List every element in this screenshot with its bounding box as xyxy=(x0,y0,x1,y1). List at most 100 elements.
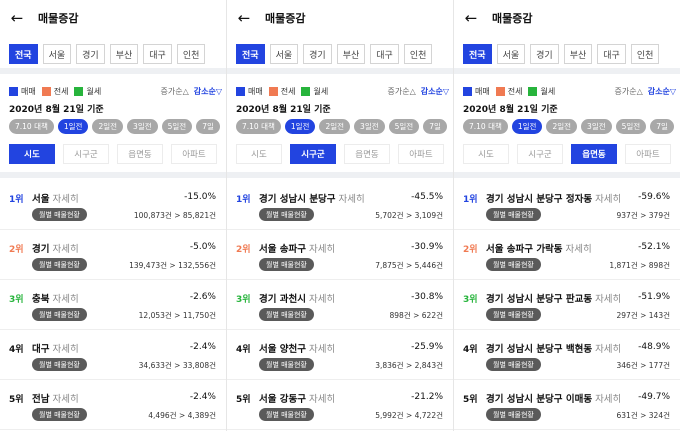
legend-item[interactable]: 전세 xyxy=(41,86,68,97)
period-chip[interactable]: 2일전 xyxy=(92,119,124,134)
sort-ascending-button[interactable]: 증가순△ xyxy=(614,86,643,96)
level-tab[interactable]: 아파트 xyxy=(171,144,217,164)
period-chip[interactable]: 1일전 xyxy=(57,119,89,134)
period-chip[interactable]: 7.10 대책 xyxy=(463,119,508,134)
region-tab[interactable]: 서울 xyxy=(496,44,526,64)
ranking-item[interactable]: 4위 서울 양천구 자세히 -25.9% 월별 매물현황 3,836건 > 2,843건 xyxy=(227,330,453,380)
detail-link[interactable]: 자세히 xyxy=(52,244,79,255)
back-arrow-icon[interactable]: ← xyxy=(237,9,251,27)
monthly-listing-button[interactable]: 월별 매물현황 xyxy=(32,308,87,321)
ranking-item[interactable]: 5위 서울 강동구 자세히 -21.2% 월별 매물현황 5,992건 > 4,722건 xyxy=(227,380,453,430)
region-tab[interactable]: 부산 xyxy=(336,44,366,64)
monthly-listing-button[interactable]: 월별 매물현황 xyxy=(486,208,541,221)
detail-link[interactable]: 자세히 xyxy=(309,244,336,255)
period-chip[interactable]: 5일전 xyxy=(161,119,193,134)
legend-item[interactable]: 전세 xyxy=(495,86,522,97)
level-tab[interactable]: 시도 xyxy=(463,144,509,164)
detail-link[interactable]: 자세히 xyxy=(52,394,79,405)
level-tab[interactable]: 읍면동 xyxy=(117,144,163,164)
region-tab[interactable]: 인천 xyxy=(176,44,206,64)
monthly-listing-button[interactable]: 월별 매물현황 xyxy=(486,358,541,371)
level-tab[interactable]: 시도 xyxy=(9,144,55,164)
legend-item[interactable]: 전세 xyxy=(268,86,295,97)
sort-descending-button[interactable]: 감소순▽ xyxy=(647,86,676,96)
monthly-listing-button[interactable]: 월별 매물현황 xyxy=(259,358,314,371)
region-tab[interactable]: 인천 xyxy=(630,44,660,64)
region-tab[interactable]: 경기 xyxy=(303,44,332,64)
monthly-listing-button[interactable]: 월별 매물현황 xyxy=(486,308,541,321)
ranking-item[interactable]: 3위 충북 자세히 -2.6% 월별 매물현황 12,053건 > 11,750건 xyxy=(0,280,226,330)
region-tab[interactable]: 경기 xyxy=(530,44,559,64)
level-tab[interactable]: 시구군 xyxy=(63,144,109,164)
sort-descending-button[interactable]: 감소순▽ xyxy=(193,86,222,96)
period-chip[interactable]: 1일전 xyxy=(284,119,316,134)
detail-link[interactable]: 자세히 xyxy=(338,194,365,205)
level-tab[interactable]: 시구군 xyxy=(290,144,336,164)
period-chip[interactable]: 7일 xyxy=(196,119,220,134)
ranking-item[interactable]: 5위 전남 자세히 -2.4% 월별 매물현황 4,496건 > 4,389건 xyxy=(0,380,226,430)
period-chip[interactable]: 1일전 xyxy=(511,119,543,134)
ranking-item[interactable]: 2위 경기 자세히 -5.0% 월별 매물현황 139,473건 > 132,556건 xyxy=(0,230,226,280)
period-chip[interactable]: 7일 xyxy=(650,119,674,134)
level-tab[interactable]: 시구군 xyxy=(517,144,563,164)
detail-link[interactable]: 자세히 xyxy=(595,394,622,405)
region-tab[interactable]: 인천 xyxy=(403,44,433,64)
detail-link[interactable]: 자세히 xyxy=(309,394,336,405)
region-tab[interactable]: 대구 xyxy=(597,44,626,64)
ranking-item[interactable]: 1위 경기 성남시 분당구 정자동 자세히 -59.6% 월별 매물현황 937건 > 3… xyxy=(454,180,680,230)
ranking-item[interactable]: 5위 경기 성남시 분당구 이매동 자세히 -49.7% 월별 매물현황 631건 > 3… xyxy=(454,380,680,430)
legend-item[interactable]: 매매 xyxy=(463,86,490,97)
level-tab[interactable]: 읍면동 xyxy=(344,144,390,164)
back-arrow-icon[interactable]: ← xyxy=(10,9,24,27)
region-tab[interactable]: 대구 xyxy=(370,44,399,64)
monthly-listing-button[interactable]: 월별 매물현황 xyxy=(259,408,314,421)
detail-link[interactable]: 자세히 xyxy=(52,344,79,355)
region-tab[interactable]: 부산 xyxy=(563,44,593,64)
sort-ascending-button[interactable]: 증가순△ xyxy=(387,86,416,96)
monthly-listing-button[interactable]: 월별 매물현황 xyxy=(32,358,87,371)
ranking-item[interactable]: 4위 대구 자세히 -2.4% 월별 매물현황 34,633건 > 33,808건 xyxy=(0,330,226,380)
period-chip[interactable]: 7.10 대책 xyxy=(236,119,281,134)
region-tab[interactable]: 전국 xyxy=(463,44,492,64)
legend-item[interactable]: 월세 xyxy=(528,86,555,97)
period-chip[interactable]: 2일전 xyxy=(546,119,578,134)
sort-ascending-button[interactable]: 증가순△ xyxy=(160,86,189,96)
level-tab[interactable]: 읍면동 xyxy=(571,144,617,164)
period-chip[interactable]: 3일전 xyxy=(581,119,612,134)
ranking-item[interactable]: 3위 경기 성남시 분당구 판교동 자세히 -51.9% 월별 매물현황 297건 > 1… xyxy=(454,280,680,330)
detail-link[interactable]: 자세히 xyxy=(309,294,336,305)
ranking-item[interactable]: 2위 서울 송파구 가락동 자세히 -52.1% 월별 매물현황 1,871건 > 898… xyxy=(454,230,680,280)
period-chip[interactable]: 3일전 xyxy=(127,119,158,134)
ranking-item[interactable]: 2위 서울 송파구 자세히 -30.9% 월별 매물현황 7,875건 > 5,446건 xyxy=(227,230,453,280)
monthly-listing-button[interactable]: 월별 매물현황 xyxy=(259,308,314,321)
legend-item[interactable]: 월세 xyxy=(74,86,101,97)
region-tab[interactable]: 부산 xyxy=(109,44,139,64)
ranking-item[interactable]: 3위 경기 과천시 자세히 -30.8% 월별 매물현황 898건 > 622건 xyxy=(227,280,453,330)
monthly-listing-button[interactable]: 월별 매물현황 xyxy=(32,258,87,271)
region-tab[interactable]: 서울 xyxy=(42,44,72,64)
detail-link[interactable]: 자세히 xyxy=(52,294,79,305)
sort-descending-button[interactable]: 감소순▽ xyxy=(420,86,449,96)
region-tab[interactable]: 전국 xyxy=(236,44,265,64)
ranking-item[interactable]: 1위 서울 자세히 -15.0% 월별 매물현황 100,873건 > 85,821건 xyxy=(0,180,226,230)
ranking-item[interactable]: 4위 경기 성남시 분당구 백현동 자세히 -48.9% 월별 매물현황 346건 > 1… xyxy=(454,330,680,380)
region-tab[interactable]: 전국 xyxy=(9,44,38,64)
legend-item[interactable]: 월세 xyxy=(301,86,328,97)
legend-item[interactable]: 매매 xyxy=(236,86,263,97)
monthly-listing-button[interactable]: 월별 매물현황 xyxy=(32,408,87,421)
detail-link[interactable]: 자세히 xyxy=(309,344,336,355)
monthly-listing-button[interactable]: 월별 매물현황 xyxy=(486,408,541,421)
monthly-listing-button[interactable]: 월별 매물현황 xyxy=(259,208,314,221)
period-chip[interactable]: 5일전 xyxy=(615,119,647,134)
monthly-listing-button[interactable]: 월별 매물현황 xyxy=(32,208,87,221)
detail-link[interactable]: 자세히 xyxy=(595,344,622,355)
period-chip[interactable]: 7.10 대책 xyxy=(9,119,54,134)
ranking-item[interactable]: 1위 경기 성남시 분당구 자세히 -45.5% 월별 매물현황 5,702건 > 3,1… xyxy=(227,180,453,230)
detail-link[interactable]: 자세히 xyxy=(595,194,622,205)
period-chip[interactable]: 2일전 xyxy=(319,119,351,134)
level-tab[interactable]: 아파트 xyxy=(625,144,671,164)
monthly-listing-button[interactable]: 월별 매물현황 xyxy=(486,258,541,271)
period-chip[interactable]: 7일 xyxy=(423,119,447,134)
monthly-listing-button[interactable]: 월별 매물현황 xyxy=(259,258,314,271)
back-arrow-icon[interactable]: ← xyxy=(464,9,478,27)
